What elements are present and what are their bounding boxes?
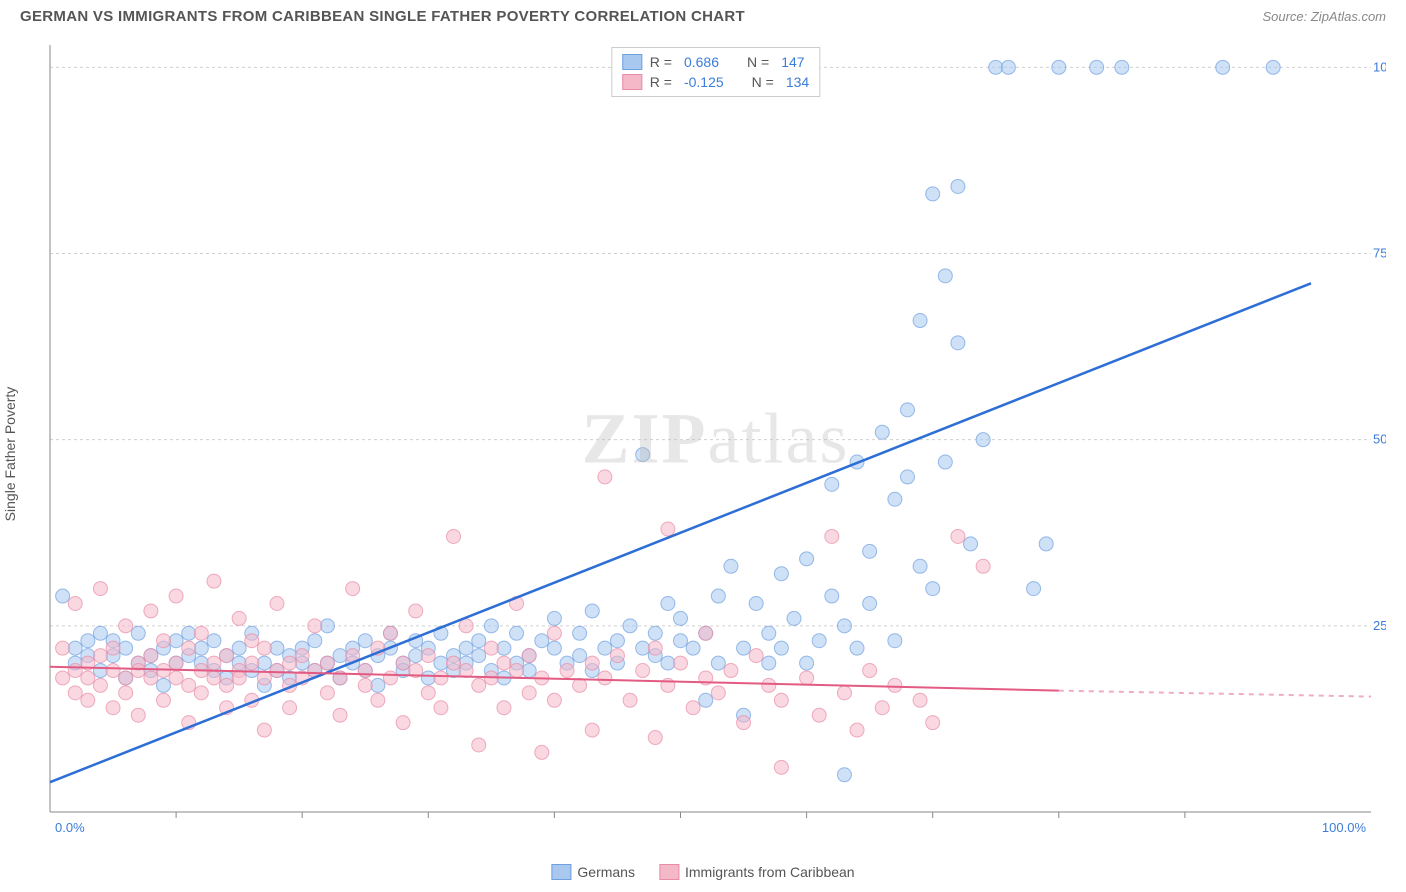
legend-row-caribbean: R = -0.125 N = 134 — [622, 72, 809, 92]
r-label: R = — [650, 74, 672, 90]
svg-text:50.0%: 50.0% — [1373, 432, 1386, 447]
legend-correlation-box: R = 0.686 N = 147 R = -0.125 N = 134 — [611, 47, 820, 97]
n-value-germans: 147 — [781, 54, 804, 70]
chart-title: GERMAN VS IMMIGRANTS FROM CARIBBEAN SING… — [20, 8, 745, 25]
r-label: R = — [650, 54, 672, 70]
svg-text:25.0%: 25.0% — [1373, 618, 1386, 633]
svg-text:100.0%: 100.0% — [1322, 820, 1367, 835]
legend-item-caribbean: Immigrants from Caribbean — [659, 864, 855, 880]
swatch-germans — [551, 864, 571, 880]
scatter-chart-svg: 25.0% 50.0% 75.0% 100.0% 0.0% 100.0% — [45, 40, 1386, 837]
n-value-caribbean: 134 — [786, 74, 809, 90]
svg-text:100.0%: 100.0% — [1373, 59, 1386, 74]
legend-row-germans: R = 0.686 N = 147 — [622, 52, 809, 72]
r-value-germans: 0.686 — [684, 54, 719, 70]
n-label: N = — [752, 74, 774, 90]
swatch-caribbean — [622, 74, 642, 90]
legend-item-germans: Germans — [551, 864, 635, 880]
svg-text:0.0%: 0.0% — [55, 820, 85, 835]
legend-bottom: Germans Immigrants from Caribbean — [551, 864, 854, 880]
swatch-caribbean — [659, 864, 679, 880]
legend-label-caribbean: Immigrants from Caribbean — [685, 864, 855, 880]
y-axis-label: Single Father Poverty — [2, 387, 18, 522]
r-value-caribbean: -0.125 — [684, 74, 724, 90]
legend-label-germans: Germans — [577, 864, 635, 880]
chart-area: 25.0%50.0%75.0%100.0%0.0%100.0% ZIPatlas… — [45, 40, 1386, 837]
source-attribution: Source: ZipAtlas.com — [1262, 9, 1386, 24]
n-label: N = — [747, 54, 769, 70]
swatch-germans — [622, 54, 642, 70]
svg-text:75.0%: 75.0% — [1373, 246, 1386, 261]
